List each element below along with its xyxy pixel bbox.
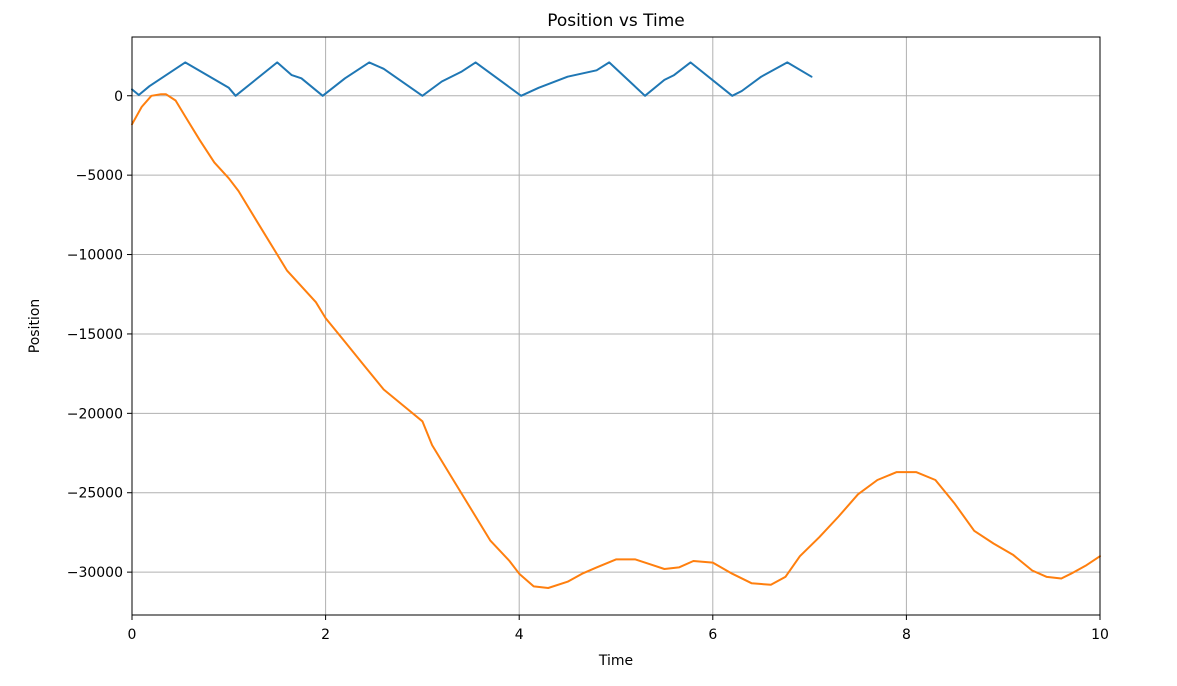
y-tick-label: −30000 bbox=[67, 565, 123, 581]
y-tick-label: −20000 bbox=[67, 406, 123, 422]
x-tick-label: 4 bbox=[515, 627, 524, 643]
x-tick-label: 10 bbox=[1091, 627, 1109, 643]
y-tick-label: −15000 bbox=[67, 327, 123, 343]
x-axis-label: Time bbox=[598, 653, 633, 669]
x-tick-label: 8 bbox=[902, 627, 911, 643]
x-tick-label: 6 bbox=[708, 627, 717, 643]
x-tick-label: 2 bbox=[321, 627, 330, 643]
series-line-1 bbox=[131, 61, 813, 97]
series-lines bbox=[131, 61, 1101, 589]
x-tick-label: 0 bbox=[128, 627, 137, 643]
x-axis-ticks: 0 2 4 6 8 10 bbox=[128, 615, 1109, 643]
y-tick-label: −5000 bbox=[76, 168, 123, 184]
grid-lines bbox=[131, 37, 1101, 615]
chart-title: Position vs Time bbox=[547, 11, 685, 31]
y-axis-ticks: 0 −5000 −10000 −15000 −20000 −25000 −30000 bbox=[67, 89, 132, 581]
series-line-2 bbox=[131, 93, 1101, 589]
plot-frame bbox=[131, 36, 1101, 616]
y-axis-label: Position bbox=[27, 299, 43, 354]
y-tick-label: −10000 bbox=[67, 248, 123, 264]
y-tick-label: 0 bbox=[114, 89, 123, 105]
y-tick-label: −25000 bbox=[67, 486, 123, 502]
